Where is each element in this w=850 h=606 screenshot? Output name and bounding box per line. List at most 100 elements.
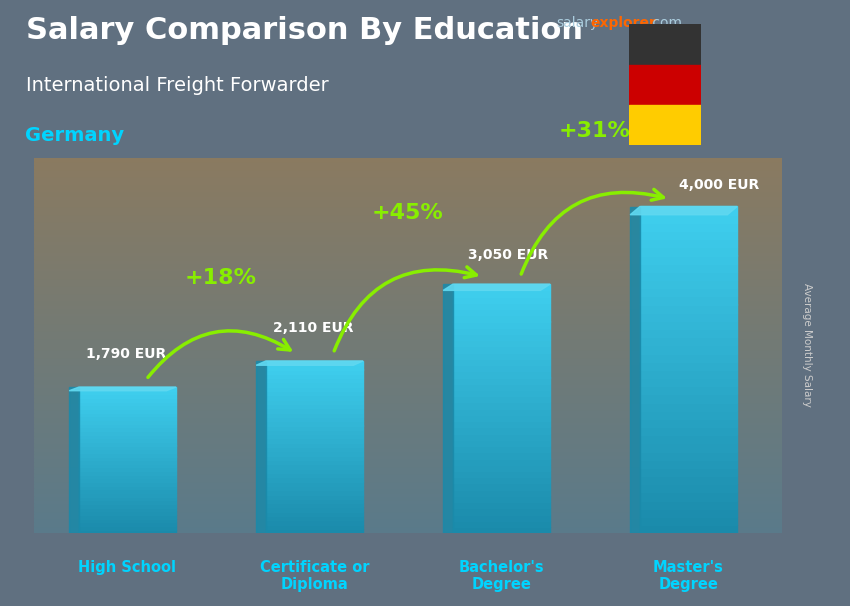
Bar <box>79 485 176 490</box>
Bar <box>34 447 782 451</box>
Bar <box>34 319 782 323</box>
Bar <box>34 371 782 376</box>
Bar <box>34 477 782 481</box>
Bar <box>453 290 550 296</box>
Bar <box>79 435 176 438</box>
Bar <box>266 516 363 521</box>
Bar <box>34 296 782 301</box>
Bar <box>34 255 782 259</box>
Bar <box>640 435 737 444</box>
Bar <box>266 529 363 533</box>
Bar <box>640 378 737 386</box>
Bar <box>266 460 363 464</box>
Bar <box>34 270 782 274</box>
Bar <box>453 421 550 427</box>
Polygon shape <box>630 207 737 215</box>
Bar <box>453 378 550 384</box>
Bar <box>266 370 363 374</box>
Bar <box>79 467 176 471</box>
Bar <box>34 481 782 484</box>
Bar <box>629 105 701 145</box>
Bar <box>79 398 176 402</box>
Bar <box>34 473 782 477</box>
Bar <box>79 515 176 519</box>
Bar <box>640 345 737 353</box>
Bar <box>34 278 782 282</box>
Bar <box>79 474 176 479</box>
Bar <box>34 191 782 195</box>
Bar <box>79 391 176 395</box>
Bar <box>79 424 176 427</box>
Bar <box>34 184 782 188</box>
Text: Master's
Degree: Master's Degree <box>653 559 724 592</box>
Bar <box>34 248 782 251</box>
Bar <box>640 247 737 256</box>
Bar <box>453 402 550 408</box>
Bar <box>79 504 176 508</box>
Bar <box>266 404 363 408</box>
Bar <box>34 289 782 293</box>
Bar <box>453 340 550 347</box>
Bar <box>266 425 363 430</box>
Bar <box>34 514 782 518</box>
Bar <box>79 482 176 486</box>
Bar <box>453 315 550 322</box>
Bar <box>640 508 737 517</box>
Text: High School: High School <box>78 559 177 574</box>
Bar <box>34 454 782 458</box>
Bar <box>266 456 363 460</box>
Bar <box>266 387 363 391</box>
Bar <box>79 445 176 449</box>
Bar <box>79 387 176 391</box>
Bar <box>34 439 782 443</box>
Bar <box>453 433 550 440</box>
Bar <box>34 165 782 169</box>
Bar <box>640 264 737 272</box>
Bar <box>266 468 363 473</box>
Bar <box>34 221 782 225</box>
Bar <box>266 395 363 400</box>
Text: 4,000 EUR: 4,000 EUR <box>679 178 759 191</box>
Bar <box>640 460 737 468</box>
Bar <box>34 356 782 361</box>
Bar <box>79 501 176 504</box>
Bar <box>266 408 363 413</box>
Bar <box>266 421 363 425</box>
Bar <box>79 442 176 445</box>
Bar <box>34 338 782 342</box>
Bar <box>453 353 550 359</box>
Bar <box>34 413 782 417</box>
Bar <box>34 345 782 349</box>
Bar <box>79 519 176 522</box>
Bar <box>453 309 550 315</box>
Bar <box>79 464 176 467</box>
Bar <box>266 399 363 404</box>
Bar <box>34 327 782 330</box>
Bar <box>266 382 363 387</box>
Text: Bachelor's
Degree: Bachelor's Degree <box>459 559 544 592</box>
Bar <box>453 490 550 496</box>
Bar <box>79 449 176 453</box>
Bar <box>34 375 782 379</box>
Bar <box>79 493 176 497</box>
Bar <box>34 281 782 285</box>
Bar <box>79 409 176 413</box>
Bar <box>640 517 737 525</box>
Bar <box>34 431 782 436</box>
Bar <box>34 484 782 488</box>
Bar <box>266 490 363 494</box>
Bar <box>34 522 782 526</box>
Bar <box>266 494 363 499</box>
Bar <box>266 521 363 525</box>
Polygon shape <box>443 284 453 533</box>
Bar <box>640 386 737 395</box>
Bar <box>34 342 782 345</box>
Bar <box>34 236 782 240</box>
Bar <box>453 328 550 334</box>
Bar <box>34 233 782 236</box>
Bar <box>453 459 550 465</box>
Bar <box>640 362 737 370</box>
Bar <box>79 530 176 533</box>
Polygon shape <box>256 361 266 533</box>
Bar <box>266 378 363 382</box>
